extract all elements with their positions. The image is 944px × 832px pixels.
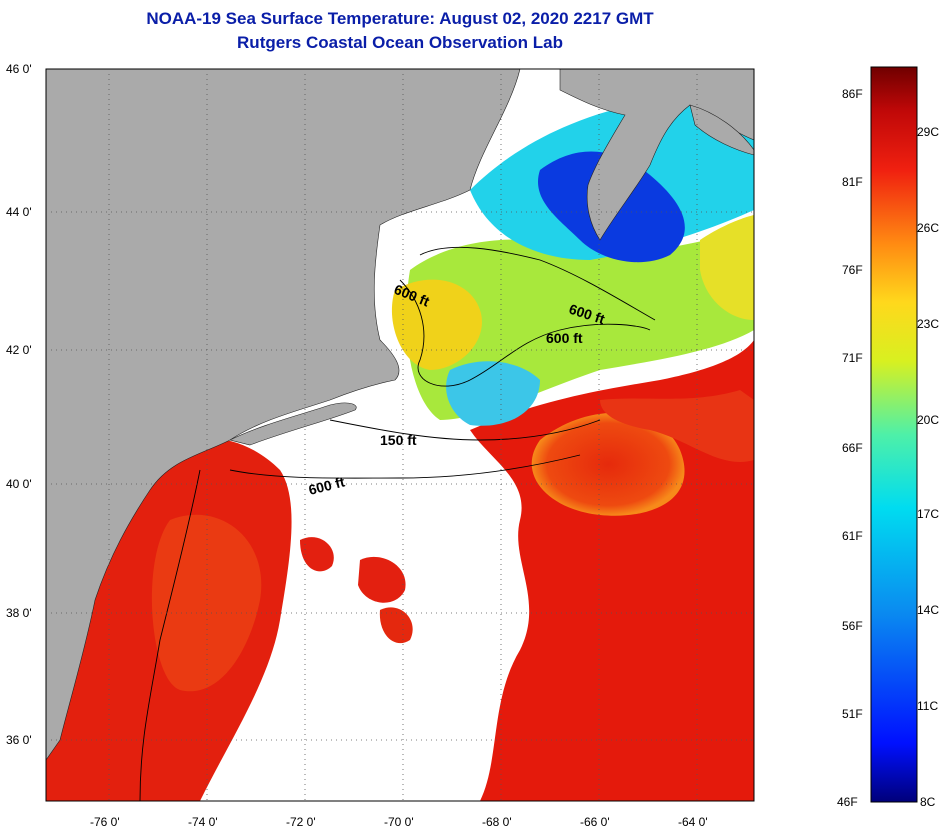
yellow-patch-east	[700, 215, 754, 320]
colorbar-label-c: 26C	[917, 221, 939, 235]
colorbar-label-c: 29C	[917, 125, 939, 139]
lon-tick-label: -66 0'	[580, 815, 610, 829]
colorbar-gradient	[870, 66, 918, 803]
lon-tick-label: -74 0'	[188, 815, 218, 829]
lat-tick-label: 36 0'	[6, 733, 32, 747]
cool-water-georges-shoal	[446, 361, 540, 426]
colorbar-label-f: 51F	[842, 707, 863, 721]
warm-yellow-patch	[391, 279, 482, 370]
colorbar-label-c: 14C	[917, 603, 939, 617]
longitude-axis: -76 0' -74 0' -72 0' -70 0' -68 0' -66 0…	[90, 815, 708, 829]
lat-tick-label: 46 0'	[6, 62, 32, 76]
map-frame	[45, 68, 755, 802]
warm-patch	[358, 556, 406, 603]
map-title: NOAA-19 Sea Surface Temperature: August …	[146, 9, 654, 28]
colorbar-label-f: 61F	[842, 529, 863, 543]
eddy-ring	[531, 412, 685, 516]
lon-tick-label: -72 0'	[286, 815, 316, 829]
lon-tick-label: -68 0'	[482, 815, 512, 829]
colorbar-label-c: 20C	[917, 413, 939, 427]
lon-tick-label: -70 0'	[384, 815, 414, 829]
graticule	[46, 69, 754, 801]
map-panel	[46, 69, 754, 801]
colorbar-label-f: 66F	[842, 441, 863, 455]
warm-patch	[379, 607, 413, 644]
warm-offshore-streak	[600, 390, 754, 463]
colorbar-label-f: 86F	[842, 87, 863, 101]
lat-tick-label: 40 0'	[6, 477, 32, 491]
land-cape-breton	[689, 104, 754, 156]
shelf-warm-water-2	[151, 514, 262, 692]
isobath-contours	[139, 246, 656, 801]
lon-tick-label: -64 0'	[678, 815, 708, 829]
colorbar-label-c: 8C	[920, 795, 936, 809]
colorbar-label-f: 56F	[842, 619, 863, 633]
lon-tick-label: -76 0'	[90, 815, 120, 829]
land-north-america	[46, 69, 521, 761]
latitude-axis: 46 0' 44 0' 42 0' 40 0' 38 0' 36 0'	[6, 62, 32, 747]
colorbar-label-c: 11C	[917, 699, 938, 713]
lat-tick-label: 42 0'	[6, 343, 32, 357]
lat-tick-label: 38 0'	[6, 606, 32, 620]
colorbar-label-f: 76F	[842, 263, 863, 277]
map-subtitle: Rutgers Coastal Ocean Observation Lab	[237, 33, 563, 52]
colorbar-label-f: 46F	[837, 795, 858, 809]
colorbar-label-c: 23C	[917, 317, 939, 331]
warm-patch	[300, 537, 334, 572]
colorbar: 86F 81F 76F 71F 66F 61F 56F 51F 46F 29C …	[837, 66, 939, 809]
colorbar-label-f: 71F	[842, 351, 863, 365]
isobath-label: 150 ft	[380, 432, 417, 448]
land-long-island	[229, 402, 357, 446]
isobath-label: 600 ft	[546, 330, 583, 346]
lat-tick-label: 44 0'	[6, 205, 32, 219]
colorbar-label-f: 81F	[842, 175, 863, 189]
colorbar-label-c: 17C	[917, 507, 939, 521]
